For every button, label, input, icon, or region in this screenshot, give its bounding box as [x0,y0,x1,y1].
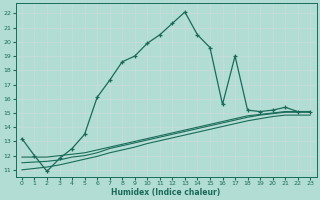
X-axis label: Humidex (Indice chaleur): Humidex (Indice chaleur) [111,188,221,197]
